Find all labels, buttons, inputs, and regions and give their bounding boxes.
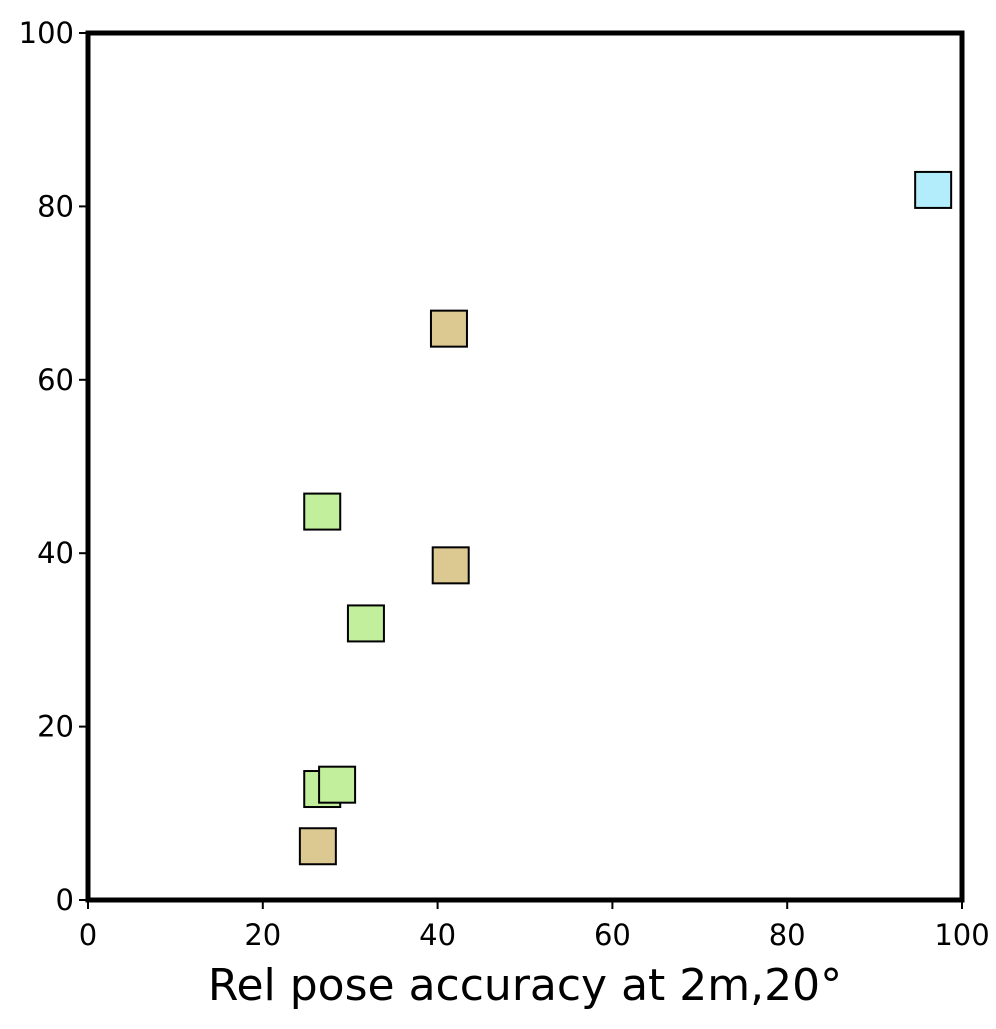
plot-frame xyxy=(85,30,965,903)
y-tick-label: 0 xyxy=(56,883,74,917)
x-tick-label: 20 xyxy=(244,918,281,952)
x-tick-label: 40 xyxy=(419,918,456,952)
x-axis-title: Rel pose accuracy at 2m,20° xyxy=(208,960,842,1011)
x-tick-label: 60 xyxy=(594,918,631,952)
data-point-tan xyxy=(431,546,470,585)
x-tick-label: 80 xyxy=(769,918,806,952)
y-tick-label: 40 xyxy=(37,536,74,570)
data-points xyxy=(298,170,953,866)
y-tick-label: 20 xyxy=(37,710,74,744)
data-point-tan xyxy=(429,309,468,348)
y-tick-label: 100 xyxy=(19,16,74,50)
y-tick-label: 80 xyxy=(37,189,74,223)
x-axis-ticks: 0 20 40 60 80 100 xyxy=(79,900,990,952)
data-point-green xyxy=(318,765,357,804)
data-point-blue xyxy=(914,170,953,209)
data-point-green xyxy=(303,492,342,531)
data-point-tan xyxy=(298,827,337,866)
x-tick-label: 100 xyxy=(934,918,989,952)
y-tick-label: 60 xyxy=(37,363,74,397)
plot-background xyxy=(88,33,962,900)
data-point-green xyxy=(346,604,385,643)
y-axis-ticks: 0 20 40 60 80 100 xyxy=(19,16,88,917)
x-tick-label: 0 xyxy=(79,918,97,952)
